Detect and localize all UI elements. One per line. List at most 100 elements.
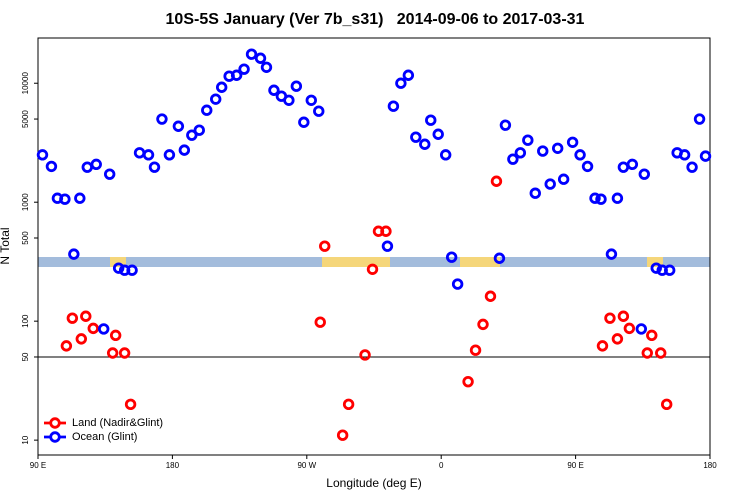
- point: [595, 193, 607, 205]
- point: [469, 344, 482, 356]
- point: [611, 192, 624, 204]
- point: [245, 48, 258, 60]
- point: [462, 375, 474, 388]
- point: [45, 160, 58, 173]
- point: [290, 80, 303, 92]
- point: [313, 105, 325, 117]
- point: [81, 161, 93, 173]
- land-patch: [322, 257, 390, 267]
- point: [596, 340, 609, 352]
- x-tick-label: 0: [439, 461, 444, 470]
- point: [432, 128, 444, 140]
- point: [172, 120, 185, 132]
- point: [544, 178, 556, 190]
- point: [314, 316, 326, 328]
- point: [230, 69, 243, 81]
- point: [381, 240, 394, 252]
- x-tick-label: 180: [166, 461, 180, 470]
- point: [186, 129, 198, 141]
- y-tick-label: 100: [21, 314, 30, 328]
- point: [623, 322, 636, 335]
- point: [283, 94, 295, 106]
- point: [663, 264, 676, 276]
- point: [109, 329, 122, 342]
- point: [106, 347, 119, 359]
- y-tick-label: 50: [21, 352, 30, 361]
- point: [156, 113, 168, 125]
- point: [36, 149, 49, 161]
- land-patch: [647, 257, 663, 267]
- point: [380, 225, 392, 237]
- point: [638, 168, 650, 180]
- point: [402, 69, 415, 81]
- point: [605, 248, 618, 260]
- x-tick-label: 90 E: [30, 461, 46, 470]
- point: [178, 144, 191, 156]
- point: [522, 134, 534, 146]
- point: [617, 161, 630, 173]
- point: [60, 340, 73, 352]
- point: [490, 175, 503, 187]
- point: [537, 145, 549, 157]
- point: [635, 323, 648, 335]
- point: [686, 161, 698, 173]
- legend-swatch: [49, 431, 61, 443]
- point: [98, 323, 110, 335]
- y-tick-label: 1000: [21, 193, 30, 211]
- x-tick-label: 90 W: [297, 461, 316, 470]
- point: [626, 158, 639, 171]
- point: [142, 149, 155, 161]
- point: [604, 312, 616, 324]
- land-patch: [110, 257, 126, 267]
- point: [484, 290, 497, 302]
- y-tick-label: 5000: [21, 110, 30, 128]
- point: [650, 262, 662, 274]
- point: [499, 119, 512, 131]
- point: [201, 104, 213, 116]
- point: [268, 84, 280, 96]
- point: [118, 347, 131, 359]
- point: [646, 329, 658, 342]
- point: [74, 192, 86, 204]
- point: [238, 63, 250, 75]
- point: [451, 278, 464, 290]
- legend-label: Land (Nadir&Glint): [72, 417, 163, 429]
- point: [260, 61, 273, 73]
- point: [387, 100, 400, 112]
- point: [445, 251, 458, 263]
- point: [87, 322, 99, 335]
- point: [529, 187, 541, 199]
- point: [699, 150, 712, 162]
- point: [112, 262, 125, 274]
- point: [660, 398, 673, 411]
- point: [126, 264, 138, 276]
- point: [66, 312, 79, 324]
- point: [611, 333, 624, 345]
- point: [557, 173, 570, 185]
- point: [336, 429, 349, 441]
- point: [693, 113, 706, 125]
- series: [60, 175, 673, 441]
- point: [439, 149, 452, 161]
- point: [163, 149, 176, 161]
- x-tick-label: 180: [703, 461, 717, 470]
- x-axis-label: Longitude (deg E): [326, 476, 421, 490]
- chart-title: 10S-5S January (Ver 7b_s31) 2014-09-06 t…: [166, 11, 585, 28]
- point: [68, 248, 80, 260]
- land-patch: [460, 257, 500, 267]
- x-tick-label: 90 E: [567, 461, 583, 470]
- point: [507, 153, 519, 165]
- point: [574, 149, 586, 161]
- point: [124, 398, 137, 411]
- point: [103, 168, 116, 180]
- point: [133, 147, 146, 159]
- point: [678, 149, 691, 161]
- y-tick-label: 10000: [21, 72, 30, 95]
- series: [36, 48, 712, 335]
- point: [477, 318, 489, 331]
- point: [493, 252, 506, 264]
- point: [148, 161, 161, 173]
- point: [566, 136, 579, 148]
- point: [254, 52, 267, 64]
